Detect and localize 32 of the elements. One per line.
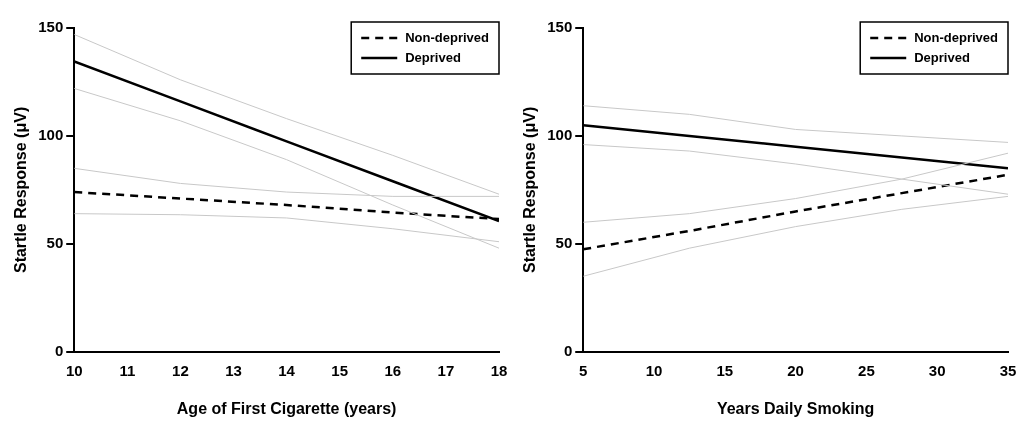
y-tick-label: 0	[563, 341, 573, 359]
x-tick-label: 25	[858, 361, 875, 379]
y-tick-label: 0	[54, 341, 64, 359]
x-tick-label: 13	[225, 361, 242, 379]
legend-label: Deprived	[914, 49, 970, 65]
x-tick-label: 11	[119, 361, 136, 379]
x-tick-label: 17	[437, 361, 455, 379]
y-tick-label: 50	[555, 234, 573, 252]
x-tick-label: 10	[645, 361, 663, 379]
legend-label: Non-deprived	[405, 29, 490, 45]
x-tick-label: 15	[716, 361, 734, 379]
y-tick-label: 150	[38, 18, 64, 36]
legend-label: Non-deprived	[914, 29, 999, 45]
x-tick-label: 12	[172, 361, 189, 379]
y-axis-title: Startle Response (μV)	[521, 106, 539, 274]
y-tick-label: 100	[547, 126, 573, 144]
y-tick-label: 150	[547, 18, 573, 36]
x-tick-label: 16	[384, 361, 402, 379]
x-tick-label: 20	[787, 361, 804, 379]
y-tick-label: 50	[46, 234, 64, 252]
x-axis-title: Age of First Cigarette (years)	[176, 399, 397, 417]
x-tick-label: 30	[928, 361, 946, 379]
x-axis-title: Years Daily Smoking	[716, 399, 875, 417]
legend-label: Deprived	[405, 49, 461, 65]
x-tick-label: 5	[579, 361, 588, 379]
x-tick-label: 14	[278, 361, 296, 379]
x-tick-label: 35	[999, 361, 1017, 379]
y-axis-title: Startle Response (μV)	[12, 106, 30, 274]
y-tick-label: 100	[38, 126, 64, 144]
x-tick-label: 18	[490, 361, 508, 379]
x-tick-label: 15	[331, 361, 349, 379]
x-tick-label: 10	[65, 361, 83, 379]
